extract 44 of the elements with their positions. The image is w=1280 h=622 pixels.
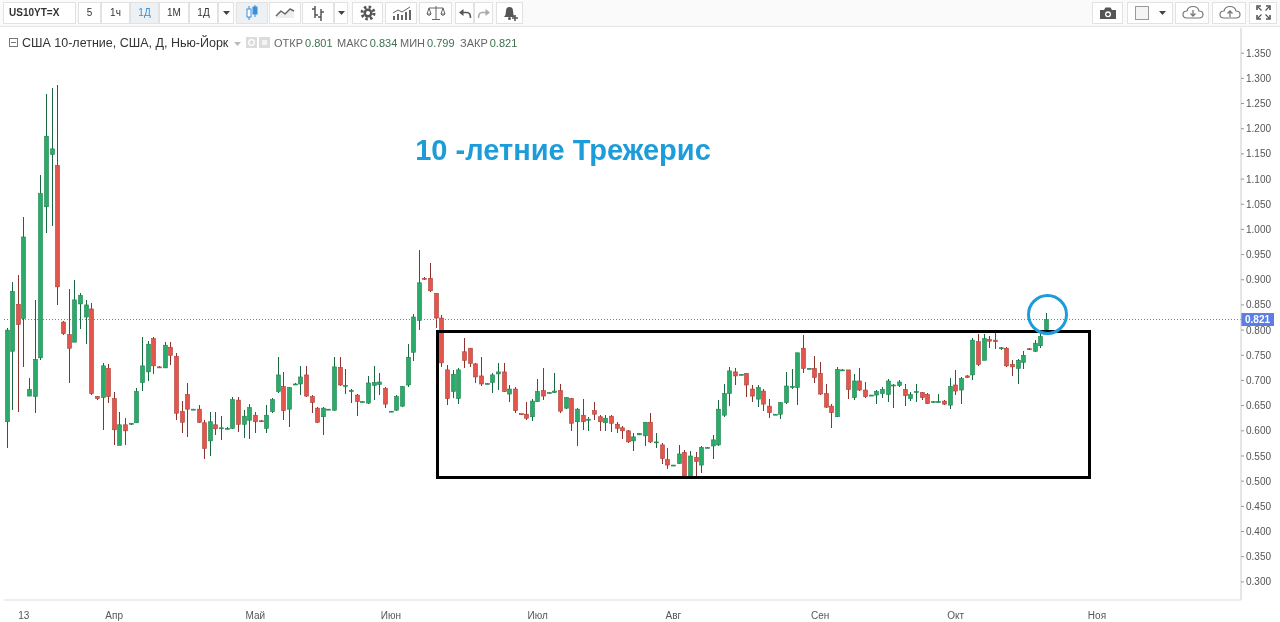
y-tick-label: 1.350 [1246, 47, 1272, 59]
x-tick-label: Ноя [1087, 610, 1107, 621]
y-tick-label: 1.050 [1246, 198, 1272, 210]
toolbar-button: 1Д [189, 2, 218, 24]
toolbar-button: 1Д [130, 2, 159, 24]
toolbar-button: 1М [159, 2, 189, 24]
y-tick-label: 1.250 [1246, 98, 1272, 110]
text: США 10-летние, США, Д, Нью-Йорк [22, 36, 229, 50]
y-tick-label: 0.500 [1246, 475, 1272, 487]
annotation: МАКС 0.834 [337, 37, 398, 49]
y-tick-label: 1.000 [1246, 223, 1272, 235]
x-tick-label: Окт [947, 610, 965, 621]
y-tick-label: 0.350 [1246, 551, 1272, 563]
y-tick-label: 0.400 [1246, 526, 1272, 538]
annotation: МИН 0.799 [400, 37, 455, 49]
y-tick-label: 0.600 [1246, 425, 1272, 437]
toolbar-button: 5 [78, 2, 101, 24]
y-tick-label: 0.650 [1246, 400, 1272, 412]
x-tick-label: Апр [105, 610, 124, 621]
symbol-field: US10YT=X [3, 2, 76, 24]
y-tick-label: 1.150 [1246, 148, 1272, 160]
y-tick-label: 0.300 [1246, 576, 1272, 588]
x-tick-label: Июл [527, 610, 549, 621]
x-tick-label: Июн [380, 610, 402, 621]
toolbar-button: 1ч [101, 2, 130, 24]
y-tick-label: 0.950 [1246, 249, 1272, 261]
y-tick-label: 1.200 [1246, 123, 1272, 135]
y-tick-label: 0.450 [1246, 500, 1272, 512]
annotation: ОТКР 0.801 [274, 37, 333, 49]
y-tick-label: 1.100 [1246, 173, 1272, 185]
y-tick-label: 1.300 [1246, 72, 1272, 84]
x-tick-label: 13 [18, 610, 30, 621]
x-tick-label: Май [245, 610, 266, 621]
annotation: 10 -летние Трежерис [415, 134, 711, 166]
y-tick-label: 0.700 [1246, 375, 1272, 387]
y-tick-label: 0.750 [1246, 349, 1272, 361]
ref-line-label: 0.821 [1244, 314, 1271, 326]
y-tick-label: 0.550 [1246, 450, 1272, 462]
y-tick-label: 0.850 [1246, 299, 1272, 311]
x-tick-label: Сен [811, 610, 830, 621]
x-tick-label: Авг [665, 610, 682, 621]
y-tick-label: 0.800 [1246, 324, 1272, 336]
annotation: ЗАКР 0.821 [460, 37, 518, 49]
y-tick-label: 0.900 [1246, 274, 1272, 286]
